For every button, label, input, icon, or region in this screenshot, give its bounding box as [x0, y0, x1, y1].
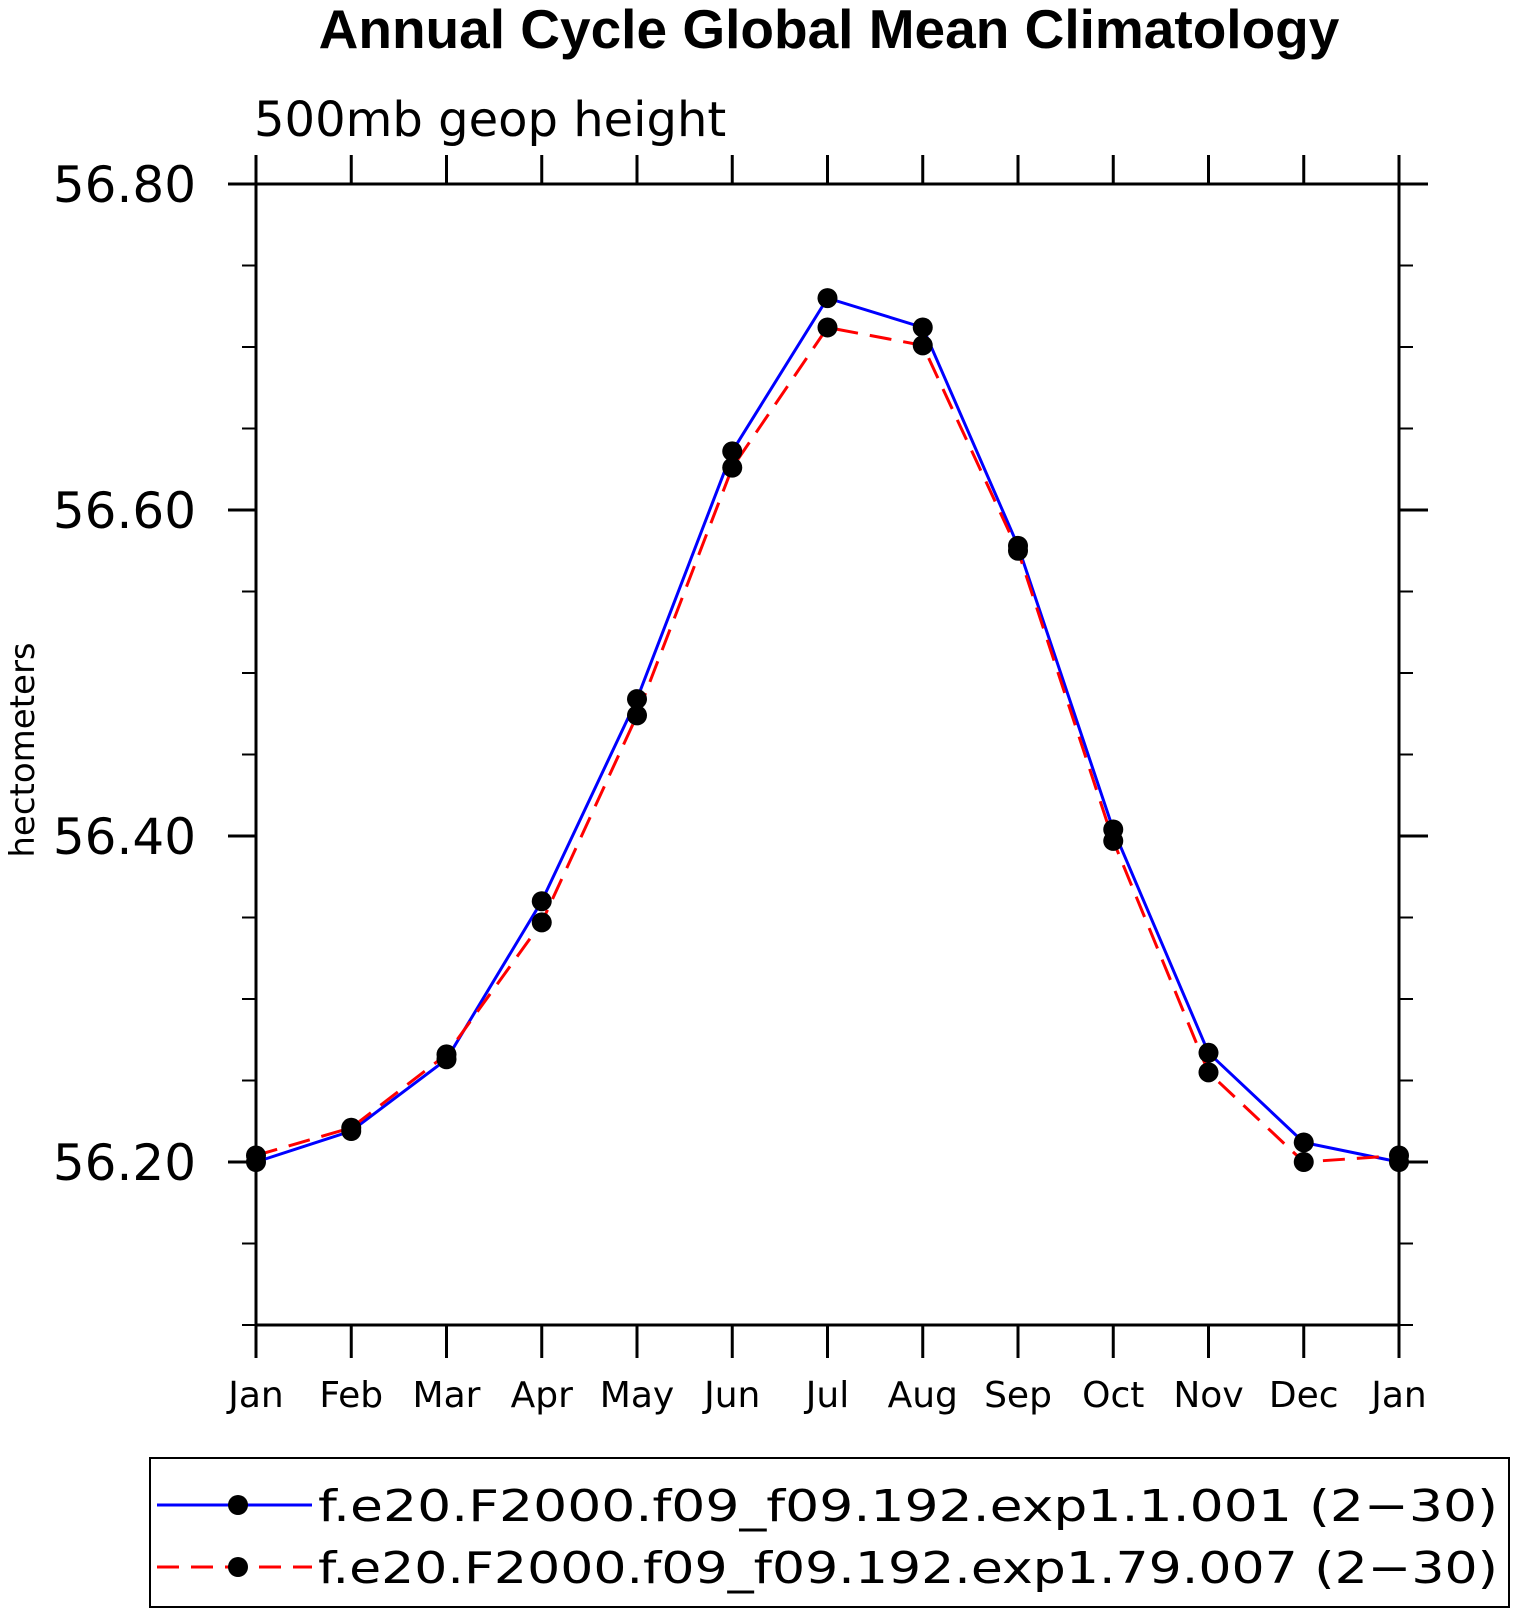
series-1-point — [722, 441, 743, 462]
legend-box — [149, 1457, 1510, 1608]
series-2-point — [1293, 1152, 1314, 1172]
legend-marker-1 — [228, 1495, 248, 1515]
axis-layer: Jan Feb Mar Apr May Jun Jul Aug Sep Oct Nov Dec Jan 5… — [53, 155, 1428, 1416]
series-1-point — [1293, 1132, 1314, 1153]
series-2-point — [1198, 1062, 1219, 1083]
x-tick-label: Jan — [226, 1375, 284, 1416]
x-tick-label: Dec — [1269, 1375, 1339, 1416]
y-axis-label: hectometers — [3, 642, 43, 857]
series-1-point — [1198, 1042, 1219, 1063]
y-tick-label: 56.60 — [53, 482, 196, 540]
series-2-point — [627, 705, 647, 726]
series-2-point — [912, 335, 933, 356]
series-1-point — [817, 288, 838, 309]
y-tick-label: 56.80 — [53, 156, 196, 214]
x-tick-label: Aug — [888, 1375, 958, 1416]
chart-title: Annual Cycle Global Mean Climatology — [319, 0, 1340, 60]
series-line-2 — [255, 325, 1400, 1164]
x-tick-label: Jan — [1369, 1375, 1427, 1416]
x-tick-label: Mar — [413, 1375, 481, 1416]
series-2-point — [1389, 1145, 1409, 1166]
y-tick-label: 56.40 — [53, 808, 196, 866]
series-2-point — [531, 912, 552, 933]
x-tick-label: Jun — [702, 1375, 760, 1416]
series-line-1 — [255, 296, 1400, 1164]
series-layer — [246, 288, 1409, 1172]
series-2-point — [436, 1044, 457, 1065]
legend-label-1: f.e20.F2000.f09_f09.192.exp1.1.001 (2−30… — [318, 1481, 1498, 1532]
x-tick-label: May — [600, 1375, 674, 1416]
legend-marker-2 — [228, 1557, 248, 1577]
x-tick-label: Jul — [804, 1375, 849, 1416]
series-2-point — [1008, 540, 1028, 561]
series-1-point — [627, 689, 647, 710]
x-tick-label: Apr — [511, 1375, 573, 1416]
series-2-point — [817, 317, 838, 338]
x-tick-label: Oct — [1082, 1375, 1144, 1416]
chart-subtitle: 500mb geop height — [254, 92, 726, 148]
series-2-point — [246, 1145, 266, 1166]
series-1-point — [531, 891, 552, 912]
series-2-point — [341, 1117, 362, 1138]
x-tick-label: Feb — [319, 1375, 383, 1416]
y-tick-label: 56.20 — [53, 1134, 196, 1192]
x-tick-label: Sep — [984, 1375, 1052, 1416]
legend: f.e20.F2000.f09_f09.192.exp1.1.001 (2−30… — [157, 1481, 1498, 1594]
plot-frame — [254, 182, 1401, 1327]
legend-label-2: f.e20.F2000.f09_f09.192.exp1.79.007 (2−3… — [318, 1543, 1498, 1594]
series-1-point — [912, 317, 933, 338]
series-2-point — [722, 457, 743, 478]
x-tick-label: Nov — [1173, 1375, 1243, 1416]
series-2-point — [1103, 830, 1124, 851]
